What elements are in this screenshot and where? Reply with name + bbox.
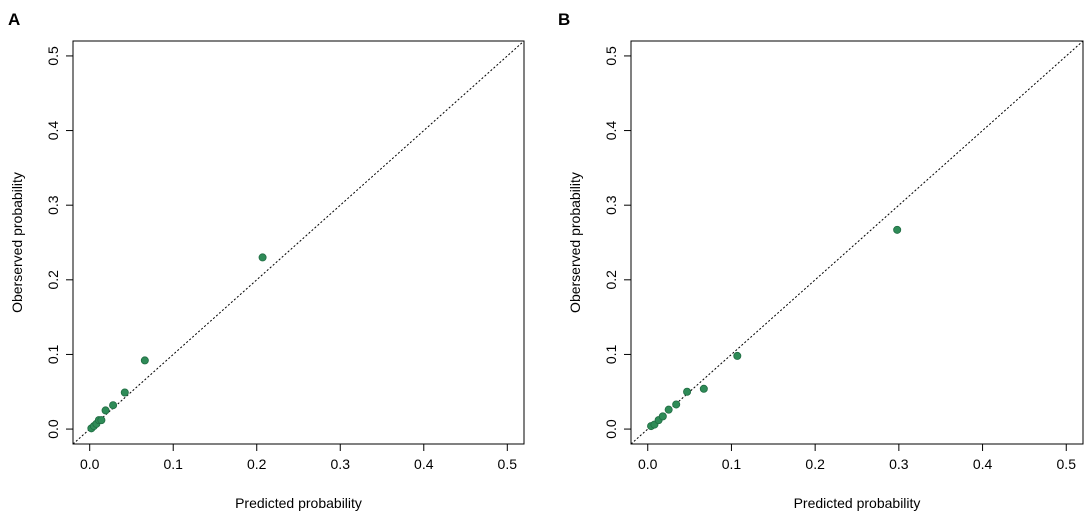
panel-b-x-axis-title: Predicted probability <box>794 495 921 511</box>
panel-a-y-tick-label: 0.2 <box>45 270 61 290</box>
panel-b-y-axis-title: Oberserved probability <box>567 172 583 313</box>
panel-b-y-tick-label: 0.3 <box>603 195 619 215</box>
panel-b-y-tick-label: 0.4 <box>603 121 619 141</box>
panel-b-y-tick-label: 0.2 <box>603 270 619 290</box>
panel-b-y-tick-label: 0.0 <box>603 419 619 439</box>
panel-b-x-tick-label: 0.0 <box>638 456 658 472</box>
panel-a-data-point <box>101 406 110 415</box>
panel-b-points <box>647 225 902 431</box>
panel-b-data-point <box>699 384 708 393</box>
panel-a-data-point <box>109 401 118 410</box>
panel-a-points <box>87 253 267 433</box>
panel-label-b: B <box>558 10 570 29</box>
panel-b: B 0.0 0.1 0.2 0.3 0.4 0.5 0.0 0.1 0.2 0.3 0.4 0.5 P… <box>558 10 1084 511</box>
panel-a-y-tick-label: 0.4 <box>45 121 61 141</box>
panel-a-x-axis-title: Predicted probability <box>235 495 362 511</box>
panel-a-x-tick-label: 0.4 <box>414 456 434 472</box>
panel-b-ticks: 0.0 0.1 0.2 0.3 0.4 0.5 0.0 0.1 0.2 0.3 0.4 0.5 <box>603 46 1076 472</box>
panel-b-x-tick-label: 0.3 <box>889 456 909 472</box>
panel-a-x-tick-label: 0.0 <box>80 456 100 472</box>
panel-b-data-point <box>664 405 673 414</box>
panel-b-y-tick-label: 0.1 <box>603 345 619 365</box>
panel-b-y-tick-label: 0.5 <box>603 46 619 66</box>
panel-a-x-tick-label: 0.5 <box>498 456 518 472</box>
panel-a-y-tick-label: 0.1 <box>45 345 61 365</box>
panel-b-data-point <box>672 400 681 409</box>
panel-b-data-point <box>683 387 692 396</box>
panel-b-x-tick-label: 0.1 <box>722 456 742 472</box>
panel-b-x-tick-label: 0.2 <box>805 456 825 472</box>
panel-a-x-tick-label: 0.1 <box>163 456 183 472</box>
panel-a-plot-frame <box>72 40 525 445</box>
panel-b-data-point <box>658 412 667 421</box>
panel-label-a: A <box>8 10 20 29</box>
panel-a-y-axis-title: Oberserved probability <box>9 172 25 313</box>
panel-a-ticks: 0.0 0.1 0.2 0.3 0.4 0.5 0.0 0.1 0.2 0.3 0.4 0.5 <box>45 46 517 472</box>
panel-b-plot-frame <box>630 40 1084 445</box>
panel-b-reference-line <box>630 40 1084 445</box>
panel-b-x-tick-label: 0.5 <box>1057 456 1077 472</box>
panel-a: A 0.0 0.1 0.2 0.3 0.4 0.5 0.0 0.1 0.2 0.3 0.4 0.5 P… <box>8 10 525 511</box>
panel-a-y-tick-label: 0.5 <box>45 46 61 66</box>
panel-a-data-point <box>97 416 106 425</box>
panel-a-data-point <box>258 253 267 262</box>
panel-a-reference-line <box>72 40 525 445</box>
panel-a-data-point <box>140 356 149 365</box>
panel-b-x-tick-label: 0.4 <box>973 456 993 472</box>
panel-a-x-tick-label: 0.2 <box>247 456 267 472</box>
panel-a-y-tick-label: 0.0 <box>45 419 61 439</box>
panel-a-y-tick-label: 0.3 <box>45 195 61 215</box>
panel-b-data-point <box>733 351 742 360</box>
panel-a-data-point <box>120 388 129 397</box>
panel-b-data-point <box>893 225 902 234</box>
panel-a-x-tick-label: 0.3 <box>331 456 351 472</box>
